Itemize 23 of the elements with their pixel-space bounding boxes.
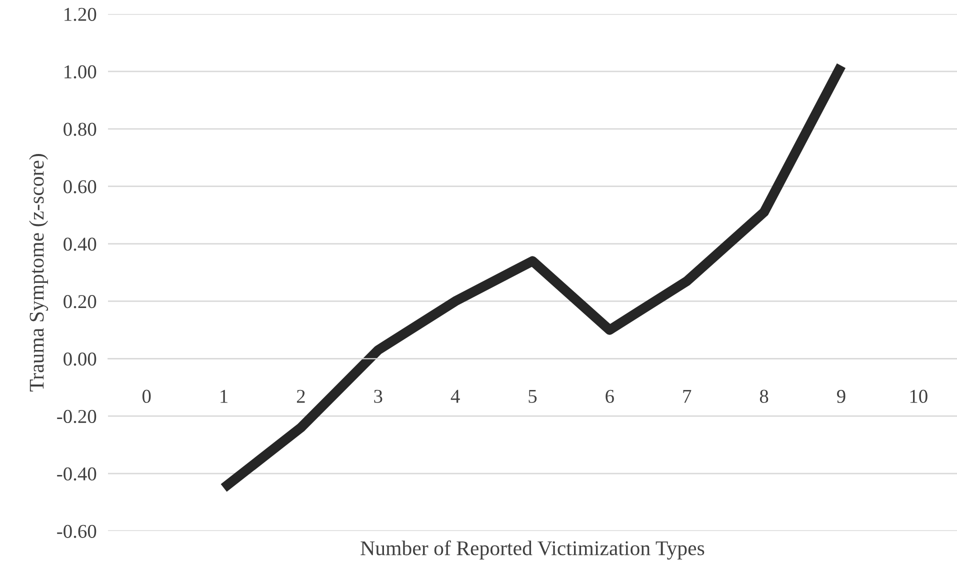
x-tick-label: 7 [683, 390, 692, 403]
x-tick-label: 1 [220, 390, 228, 403]
y-axis-title: Trauma Symptome (z-score) [29, 154, 48, 392]
y-tick-label: 0.20 [64, 295, 96, 308]
y-tick-label: -0.60 [57, 524, 96, 538]
x-tick-label: 4 [450, 390, 460, 403]
y-tick-label: 1.20 [64, 8, 96, 22]
y-tick-label: -0.40 [57, 467, 96, 481]
x-tick-label: 10 [910, 390, 928, 403]
x-tick-label: 5 [528, 390, 537, 403]
y-tick-label: 0.40 [64, 238, 96, 251]
y-tick-label: 0.60 [64, 180, 96, 194]
y-tick-label: 1.00 [64, 65, 96, 78]
y-tick-label: 0.00 [64, 352, 96, 366]
x-axis-title: Number of Reported Victimization Types [360, 540, 704, 560]
x-tick-label: 9 [836, 390, 846, 403]
x-tick-label: 0 [142, 390, 151, 403]
x-tick-label: 3 [374, 390, 382, 403]
y-tick-label: 0.80 [64, 122, 96, 136]
x-tick-label: 8 [760, 390, 768, 403]
x-tick-label: 6 [606, 390, 614, 403]
y-tick-label: -0.20 [57, 410, 96, 424]
x-tick-label: 2 [296, 390, 305, 403]
